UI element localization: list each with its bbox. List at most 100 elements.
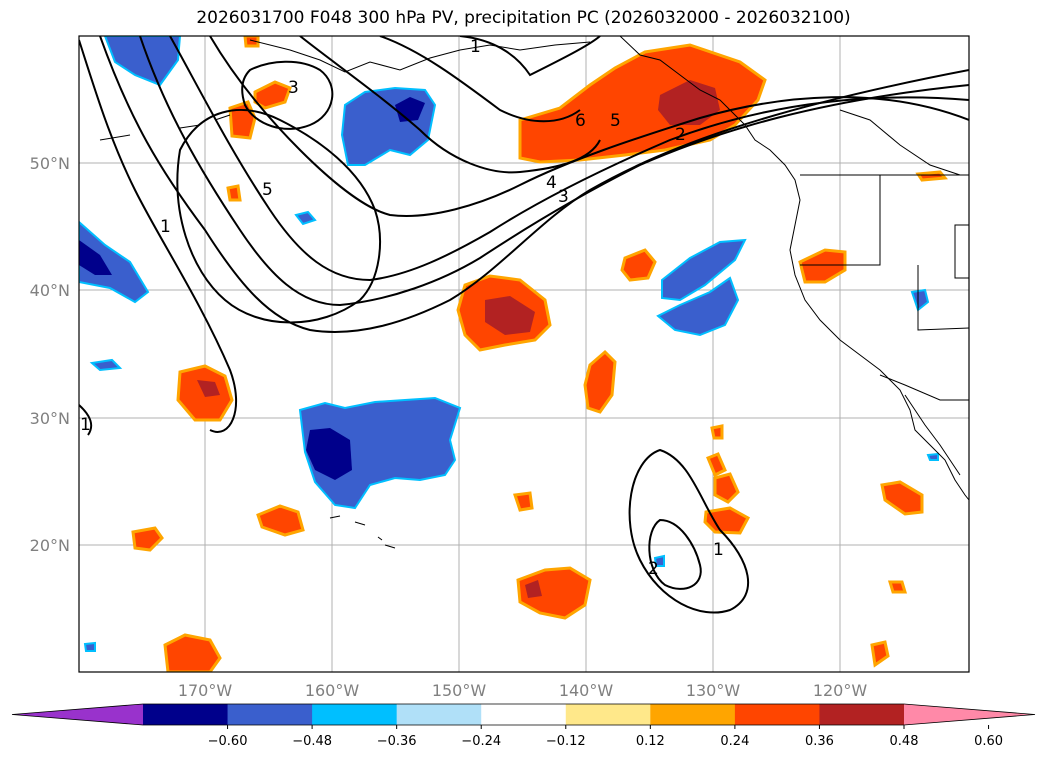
neg-region-small-5 xyxy=(926,452,939,461)
contour-label: 3 xyxy=(558,187,569,207)
pos-region-dateline-1 xyxy=(253,80,292,110)
contour-label: 4 xyxy=(546,173,557,193)
lon-label: 130°W xyxy=(686,681,741,700)
pv-contours xyxy=(79,36,969,614)
contour-upper-arc-3 xyxy=(459,36,601,77)
pos-region-small-f xyxy=(915,170,948,182)
pos-region-south-core xyxy=(525,580,542,598)
contour-label: 2 xyxy=(675,125,686,145)
colorbar-tick-label: −0.48 xyxy=(292,734,332,749)
map-title: 2026031700 F048 300 hPa PV, precipitatio… xyxy=(196,8,851,28)
pos-region-ne-band xyxy=(518,43,767,164)
contour-label: 1 xyxy=(713,540,724,560)
contour-upper-arc xyxy=(299,36,601,174)
pos-region-mid-1 xyxy=(620,248,657,282)
lat-label: 40°N xyxy=(30,281,70,300)
pos-region-small-d xyxy=(713,472,740,504)
colorbar-segment xyxy=(734,704,820,725)
neg-region-coast xyxy=(910,288,930,312)
pos-region-small-c xyxy=(706,452,727,478)
mexico-border xyxy=(879,374,969,401)
latitude-labels: 50°N 40°N 30°N 20°N xyxy=(30,154,70,555)
contour-outer-jet xyxy=(99,36,969,333)
pos-region-small-b xyxy=(710,424,724,440)
state-border-3 xyxy=(917,265,969,331)
neg-region-small-4 xyxy=(83,641,96,652)
colorbar-segment xyxy=(143,704,229,725)
colorbar-extend-max xyxy=(904,704,1035,725)
contour-3-loop xyxy=(241,60,334,130)
pos-region-small-e xyxy=(703,506,751,535)
contour-label-group: 1 3 5 1 1 6 5 4 3 2 1 2 xyxy=(80,37,724,579)
colorbar-tick-label: −0.36 xyxy=(377,734,417,749)
colorbar-segment xyxy=(481,704,567,725)
lon-label: 140°W xyxy=(559,681,614,700)
north-america-coast xyxy=(619,36,969,501)
baja-peninsula xyxy=(904,394,961,476)
pos-region-coast-2 xyxy=(880,480,924,516)
lat-label: 50°N xyxy=(30,154,70,173)
colorbar-outline xyxy=(11,703,1036,726)
neg-region-west-core xyxy=(79,240,112,275)
negative-precip-regions xyxy=(79,36,939,652)
colorbar-segment xyxy=(227,704,313,725)
lat-label: 30°N xyxy=(30,409,70,428)
neg-region-east xyxy=(661,238,747,302)
colorbar-segment xyxy=(819,704,905,725)
contour-label: 1 xyxy=(160,217,171,237)
pos-region-center-core xyxy=(485,296,535,335)
pos-region-ne-core xyxy=(658,80,720,125)
contour-south-loop-inner xyxy=(648,518,702,590)
colorbar-segment xyxy=(312,704,398,725)
colorbar-segment xyxy=(650,704,736,725)
pos-region-mid-2 xyxy=(583,349,617,414)
pos-region-small-j xyxy=(887,580,908,594)
colorbar-segment xyxy=(396,704,482,725)
neg-region-west-edge xyxy=(79,220,150,304)
neg-region-central-core xyxy=(306,428,352,480)
pos-region-south xyxy=(516,566,592,620)
contour-jet-3 xyxy=(169,36,969,282)
contour-1-west xyxy=(79,39,238,433)
lon-label: 160°W xyxy=(305,681,360,700)
pos-region-small-l xyxy=(243,36,260,48)
neg-region-small-2 xyxy=(89,358,123,372)
contour-west-edge xyxy=(79,404,93,436)
contour-jet-4 xyxy=(209,36,969,217)
state-border-5 xyxy=(839,109,961,176)
lon-label: 120°W xyxy=(813,681,868,700)
pos-region-dateline-2 xyxy=(228,100,257,140)
pos-region-small-g xyxy=(513,491,534,512)
colorbar-tick-label: 0.48 xyxy=(890,734,919,749)
pos-region-sw xyxy=(163,633,222,672)
lon-label: 150°W xyxy=(432,681,487,700)
contour-label: 2 xyxy=(648,559,659,579)
pos-region-small-k xyxy=(870,640,890,668)
state-border-2 xyxy=(800,175,881,266)
contour-label: 1 xyxy=(470,37,481,57)
contour-label: 5 xyxy=(262,180,273,200)
contour-label: 5 xyxy=(610,111,621,131)
neg-region-north-center xyxy=(340,86,437,166)
neg-region-central-large xyxy=(298,396,462,510)
contour-5-loop xyxy=(176,109,381,324)
colorbar-tick-label: −0.12 xyxy=(546,734,586,749)
neg-region-nw xyxy=(103,36,182,87)
contour-label: 3 xyxy=(288,78,299,98)
pos-region-small-h xyxy=(256,504,305,537)
contour-jet-2 xyxy=(139,36,969,307)
coastlines xyxy=(99,36,969,549)
colorbar-tick-label: 0.60 xyxy=(974,734,1003,749)
pos-region-small-a xyxy=(226,184,242,202)
contour-label: 1 xyxy=(80,415,91,435)
map-area: 1 3 5 1 1 6 5 4 3 2 1 2 xyxy=(79,36,969,672)
positive-precip-regions xyxy=(131,36,948,672)
hawaii-islands xyxy=(329,515,396,549)
colorbar-segment xyxy=(565,704,651,725)
pos-region-small-i xyxy=(131,526,164,552)
lat-label: 20°N xyxy=(30,536,70,555)
neg-region-east-2 xyxy=(656,276,740,337)
map-frame xyxy=(78,35,970,673)
pos-region-coast-1 xyxy=(798,248,847,284)
